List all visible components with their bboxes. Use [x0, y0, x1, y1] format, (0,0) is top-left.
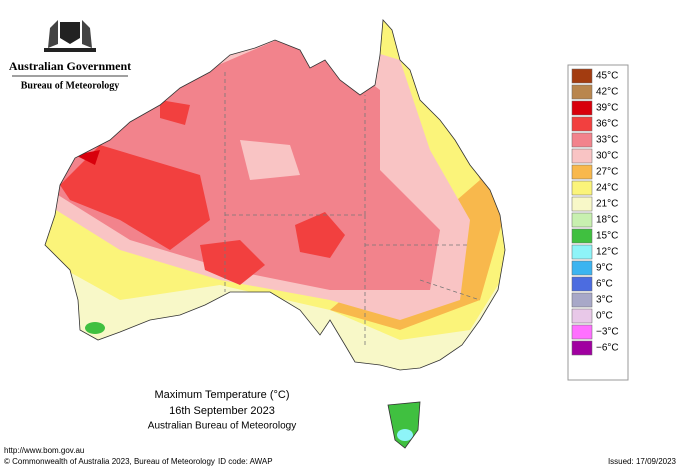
caption-date: 16th September 2023: [169, 405, 275, 417]
legend-swatch: [571, 196, 593, 212]
legend-label: 24°C: [596, 183, 618, 194]
legend-label: 15°C: [596, 231, 618, 242]
legend-label: 6°C: [596, 279, 613, 290]
legend-label: 12°C: [596, 247, 618, 258]
legend-label: 42°C: [596, 87, 618, 98]
legend-label: 45°C: [596, 71, 618, 82]
legend-swatch: [571, 100, 593, 116]
logo: [44, 20, 96, 52]
legend-swatch: [571, 148, 593, 164]
issued: Issued: 17/09/2023: [608, 457, 677, 466]
legend-label: 36°C: [596, 119, 618, 130]
legend-label: 27°C: [596, 167, 618, 178]
legend-label: 18°C: [596, 215, 618, 226]
legend-swatch: [571, 68, 593, 84]
caption-source: Australian Bureau of Meteorology: [148, 421, 296, 432]
government: Australian Government: [9, 59, 131, 73]
legend-swatch: [571, 116, 593, 132]
copyright: © Commonwealth of Australia 2023, Bureau…: [4, 457, 215, 466]
legend-label: 30°C: [596, 151, 618, 162]
legend-swatch: [571, 260, 593, 276]
legend-swatch: [571, 276, 593, 292]
legend-swatch: [571, 340, 593, 356]
legend-swatch: [571, 84, 593, 100]
legend-label: 21°C: [596, 199, 618, 210]
legend-swatch: [571, 292, 593, 308]
bureau: Bureau of Meteorology: [21, 80, 120, 91]
legend-label: −6°C: [596, 343, 619, 354]
url: http://www.bom.gov.au: [4, 446, 84, 455]
legend-label: 9°C: [596, 263, 613, 274]
legend-swatch: [571, 180, 593, 196]
legend-swatch: [571, 324, 593, 340]
legend-label: −3°C: [596, 327, 619, 338]
legend-swatch: [571, 164, 593, 180]
legend-swatch: [571, 228, 593, 244]
legend-label: 33°C: [596, 135, 618, 146]
legend-label: 3°C: [596, 295, 613, 306]
legend-label: 0°C: [596, 311, 613, 322]
id-code: ID code: AWAP: [218, 457, 273, 466]
caption-title: Maximum Temperature (°C): [154, 389, 289, 401]
legend-label: 39°C: [596, 103, 618, 114]
legend-swatch: [571, 132, 593, 148]
legend-swatch: [571, 308, 593, 324]
legend-swatch: [571, 244, 593, 260]
legend: 45°C 42°C 39°C 36°C 33°C 30°C 27°C 24°C 21°C 18°C…: [571, 68, 619, 356]
legend-swatch: [571, 212, 593, 228]
